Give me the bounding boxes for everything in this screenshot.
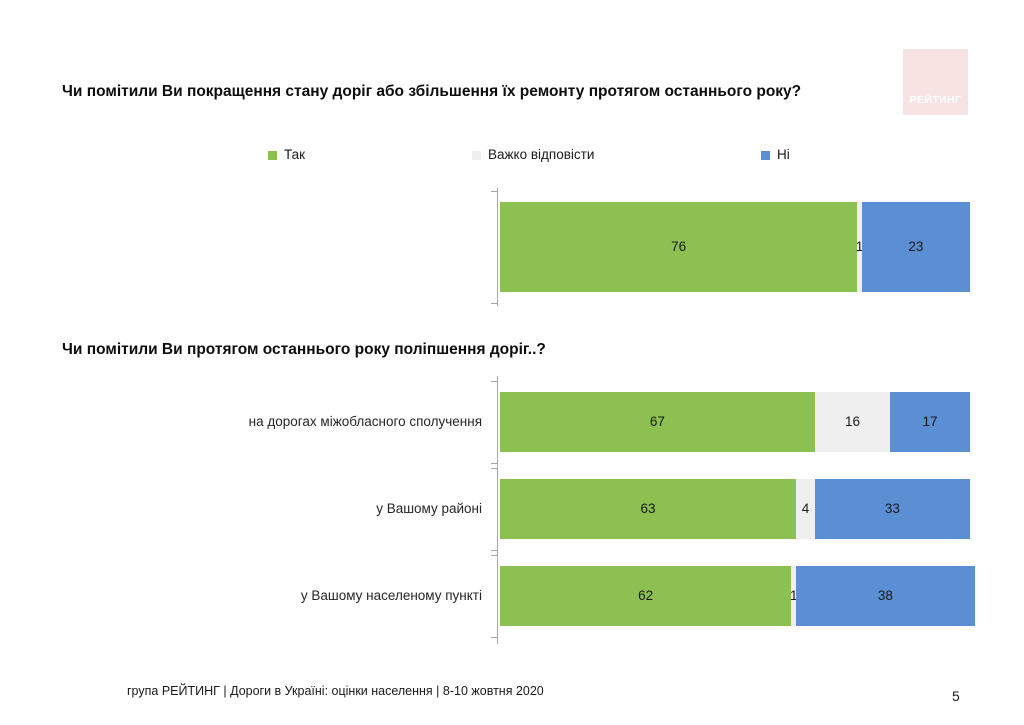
axis-tick	[491, 191, 497, 192]
axis-tick	[491, 555, 497, 556]
bar-segment-ні[interactable]: 17	[890, 392, 970, 452]
bar-segment-ні[interactable]: 23	[861, 202, 970, 292]
bar-value-label: 33	[884, 501, 900, 517]
bar-value-label: 4	[801, 501, 810, 517]
axis-tick	[491, 303, 497, 304]
legend-label-hard-to-say: Важко відповісти	[488, 147, 595, 163]
legend-item-yes[interactable]: Так	[268, 146, 305, 164]
legend-label-yes: Так	[284, 147, 306, 163]
legend-item-no[interactable]: Ні	[761, 146, 790, 164]
question-1-title: Чи помітили Ви покращення стану доріг аб…	[62, 83, 802, 100]
bar-segment-так[interactable]: 67	[500, 392, 815, 452]
category-label: на дорогах міжобласного сполучення	[248, 414, 482, 429]
axis-tick	[491, 637, 497, 638]
bar-value-label: 67	[649, 414, 665, 430]
page-number: 5	[952, 688, 960, 704]
chart-1-axis	[497, 188, 498, 306]
stacked-bar[interactable]: 63 4 33	[500, 479, 970, 539]
bar-segment-ні[interactable]: 38	[796, 566, 975, 626]
bar-value-label: 62	[638, 588, 654, 604]
chart-question-2: на дорогах міжобласного сполучення 67 16 17…	[230, 376, 975, 644]
footer-source: група РЕЙТИНГ | Дороги в Україні: оцінки…	[127, 684, 544, 698]
bar-value-label: 63	[640, 501, 656, 517]
axis-tick	[491, 468, 497, 469]
legend-swatch-no	[761, 150, 770, 160]
reyting-logo: РЕЙТИНГ	[903, 49, 968, 115]
stacked-bar[interactable]: 62 1 38	[500, 566, 975, 626]
bar-value-label: 38	[877, 588, 893, 604]
bar-segment-ні[interactable]: 33	[814, 479, 970, 539]
bar-value-label: 16	[844, 414, 860, 430]
legend-item-hard-to-say[interactable]: Важко відповісти	[472, 146, 594, 164]
bar-segment-так[interactable]: 76	[500, 202, 858, 292]
bar-value-label: 17	[922, 414, 938, 430]
axis-tick	[491, 550, 497, 551]
axis-tick	[491, 381, 497, 382]
category-label: у Вашому районі	[376, 501, 482, 516]
chart-question-1: 76 1 23	[230, 188, 970, 306]
bar-segment-важко-відповісти[interactable]: 16	[814, 392, 891, 452]
bar-segment-важко-відповісти[interactable]: 4	[796, 479, 815, 539]
bar-segment-так[interactable]: 63	[500, 479, 797, 539]
chart-legend: Так Важко відповісти Ні	[258, 146, 803, 164]
bar-value-label: 76	[671, 239, 687, 255]
chart-2-axis	[497, 376, 498, 644]
bar-segment-так[interactable]: 62	[500, 566, 792, 626]
question-2-title: Чи помітили Ви протягом останнього року …	[62, 341, 546, 358]
axis-tick	[491, 463, 497, 464]
legend-label-no: Ні	[777, 147, 790, 163]
stacked-bar[interactable]: 76 1 23	[500, 202, 970, 292]
legend-swatch-yes	[268, 150, 277, 160]
logo-label: РЕЙТИНГ	[909, 94, 962, 106]
legend-swatch-hard-to-say	[472, 150, 481, 160]
bar-value-label: 23	[908, 239, 924, 255]
category-label: у Вашому населеному пункті	[300, 588, 482, 603]
stacked-bar[interactable]: 67 16 17	[500, 392, 970, 452]
